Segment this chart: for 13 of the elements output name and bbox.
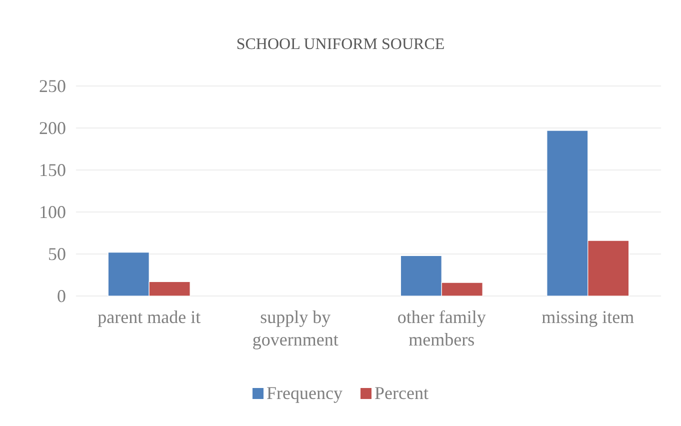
legend-label: Frequency xyxy=(266,383,342,403)
x-tick-label: parent made it xyxy=(98,307,201,327)
x-tick-label: missing item xyxy=(542,307,634,327)
y-tick-label: 200 xyxy=(39,118,66,138)
y-tick-label: 150 xyxy=(39,160,66,180)
x-tick-label: other family members xyxy=(397,307,486,350)
x-tick-label: supply by government xyxy=(252,307,338,350)
legend-label: Percent xyxy=(374,383,428,403)
y-tick-label: 250 xyxy=(39,76,66,96)
y-tick-label: 0 xyxy=(57,286,66,306)
y-tick-label: 100 xyxy=(39,202,66,222)
y-tick-label: 50 xyxy=(48,244,66,264)
chart-title: SCHOOL UNIFORM SOURCE xyxy=(236,36,445,53)
